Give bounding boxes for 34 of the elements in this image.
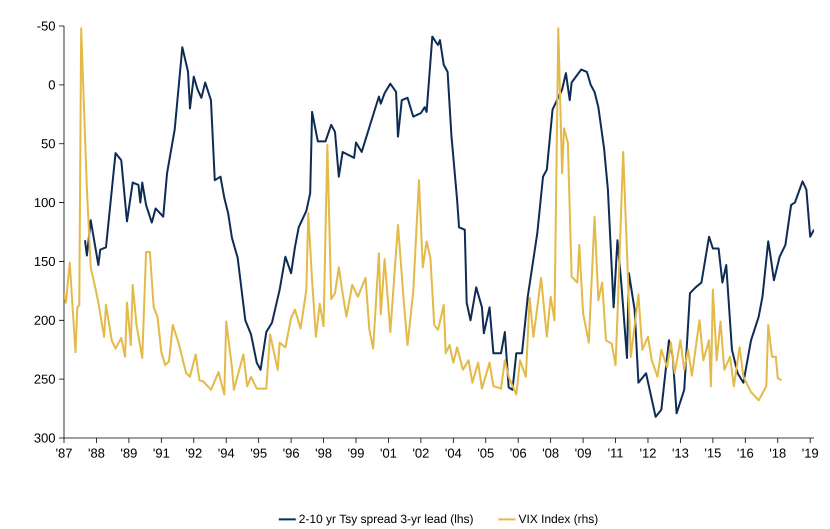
y-tick-label: 0 — [48, 80, 55, 90]
x-tick-label: '16 — [738, 448, 754, 458]
x-tick-label: '89 — [121, 448, 137, 458]
x-tick-label: '11 — [608, 448, 623, 458]
x-tick-label: '13 — [672, 448, 688, 458]
x-tick-label: '02 — [413, 448, 429, 458]
x-tick-label: '12 — [640, 448, 656, 458]
x-tick-label: '98 — [316, 448, 332, 458]
y-tick-label: 100 — [34, 198, 55, 208]
x-tick-label: '87 — [56, 448, 72, 458]
x-tick-label: '04 — [446, 448, 462, 458]
y-tick-label: 50 — [42, 139, 55, 148]
x-tick-label: '06 — [510, 448, 526, 458]
x-tick-label: '94 — [218, 448, 234, 458]
x-tick-label: '19 — [802, 448, 818, 458]
y-tick-label: 200 — [34, 316, 55, 325]
x-tick-label: '95 — [250, 448, 267, 458]
legend-label: 2-10 yr Tsy spread 3-yr lead (lhs) — [299, 514, 473, 526]
y-tick-label: 250 — [34, 374, 55, 384]
x-tick-label: '05 — [478, 448, 494, 458]
legend-label: VIX Index (rhs) — [518, 514, 598, 526]
x-tick-label: '88 — [88, 448, 104, 458]
x-tick-label: '08 — [542, 448, 559, 458]
x-tick-label: '18 — [770, 448, 786, 458]
x-tick-label: '15 — [705, 448, 721, 458]
y-tick-label: -50 — [37, 21, 55, 31]
y-tick-label: 150 — [34, 256, 55, 266]
x-tick-label: '91 — [154, 448, 170, 458]
x-tick-label: '96 — [283, 448, 299, 458]
x-tick-label: '99 — [348, 448, 364, 458]
x-tick-label: '09 — [575, 448, 591, 458]
x-tick-label: '92 — [186, 448, 202, 458]
x-tick-label: '01 — [380, 448, 396, 458]
y-tick-label: 300 — [34, 433, 55, 443]
